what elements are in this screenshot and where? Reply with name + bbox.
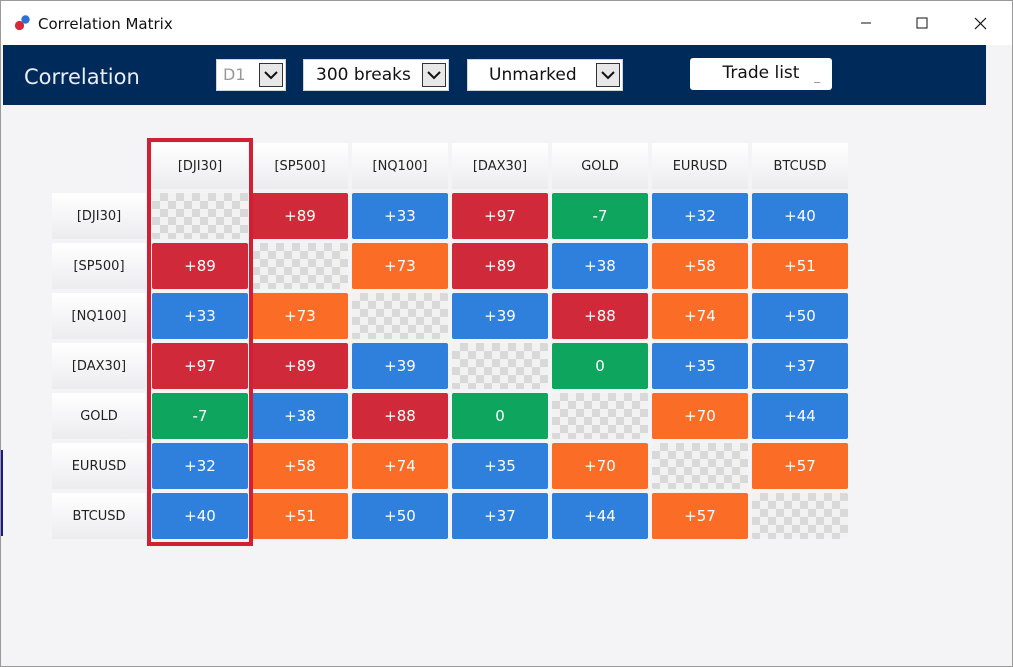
correlation-cell[interactable]: +38 <box>552 243 648 289</box>
column-header-nq100[interactable]: [NQ100] <box>352 143 448 189</box>
row-header-btcusd[interactable]: BTCUSD <box>52 493 146 539</box>
correlation-cell[interactable]: +73 <box>252 293 348 339</box>
breaks-value: 300 breaks <box>316 65 411 85</box>
close-icon <box>974 17 986 29</box>
correlation-cell[interactable]: +89 <box>252 343 348 389</box>
correlation-cell[interactable]: +50 <box>752 293 848 339</box>
row-header-eurusd[interactable]: EURUSD <box>52 443 146 489</box>
correlation-cell[interactable]: +44 <box>752 393 848 439</box>
window-title: Correlation Matrix <box>38 15 173 33</box>
diagonal-cell <box>752 493 848 539</box>
title-bar: Correlation Matrix <box>1 1 1012 45</box>
correlation-cell[interactable]: +35 <box>652 343 748 389</box>
correlation-cell[interactable]: +74 <box>352 443 448 489</box>
correlation-cell[interactable]: +58 <box>252 443 348 489</box>
diagonal-cell <box>652 443 748 489</box>
correlation-cell[interactable]: +89 <box>252 193 348 239</box>
correlation-cell[interactable]: +73 <box>352 243 448 289</box>
correlation-cell[interactable]: +51 <box>252 493 348 539</box>
column-header-dax30[interactable]: [DAX30] <box>452 143 548 189</box>
row-header-dji30[interactable]: [DJI30] <box>52 193 146 239</box>
maximize-button[interactable] <box>899 1 945 45</box>
correlation-cell[interactable]: +89 <box>152 243 248 289</box>
correlation-cell[interactable]: +33 <box>352 193 448 239</box>
correlation-cell[interactable]: +37 <box>752 343 848 389</box>
correlation-cell[interactable]: +40 <box>152 493 248 539</box>
correlation-cell[interactable]: 0 <box>552 343 648 389</box>
correlation-cell[interactable]: +89 <box>452 243 548 289</box>
correlation-cell[interactable]: +33 <box>152 293 248 339</box>
minimize-icon <box>861 22 871 24</box>
timeframe-value: D1 <box>223 65 246 84</box>
correlation-cell[interactable]: +50 <box>352 493 448 539</box>
correlation-cell[interactable]: +58 <box>652 243 748 289</box>
row-header-gold[interactable]: GOLD <box>52 393 146 439</box>
diagonal-cell <box>352 293 448 339</box>
correlation-cell[interactable]: +97 <box>452 193 548 239</box>
correlation-cell[interactable]: +70 <box>652 393 748 439</box>
column-header-btcusd[interactable]: BTCUSD <box>752 143 848 189</box>
timeframe-select[interactable]: D1 <box>216 59 286 91</box>
toolbar: Correlation D1 300 breaks Unmarked Trade… <box>3 45 986 105</box>
correlation-cell[interactable]: +39 <box>352 343 448 389</box>
diagonal-cell <box>552 393 648 439</box>
marking-select[interactable]: Unmarked <box>467 59 623 91</box>
chevron-down-icon[interactable] <box>422 63 446 87</box>
column-header-gold[interactable]: GOLD <box>552 143 648 189</box>
correlation-cell[interactable]: 0 <box>452 393 548 439</box>
minimize-button[interactable] <box>843 1 889 45</box>
correlation-cell[interactable]: +57 <box>752 443 848 489</box>
trade-list-button[interactable]: Trade list <box>690 58 832 90</box>
correlation-cell[interactable]: +44 <box>552 493 648 539</box>
correlation-cell[interactable]: -7 <box>152 393 248 439</box>
column-header-eurusd[interactable]: EURUSD <box>652 143 748 189</box>
correlation-cell[interactable]: +57 <box>652 493 748 539</box>
diagonal-cell <box>152 193 248 239</box>
diagonal-cell <box>252 243 348 289</box>
row-header-nq100[interactable]: [NQ100] <box>52 293 146 339</box>
row-header-dax30[interactable]: [DAX30] <box>52 343 146 389</box>
correlation-cell[interactable]: +37 <box>452 493 548 539</box>
trade-list-label: Trade list <box>722 63 800 83</box>
correlation-cell[interactable]: +88 <box>552 293 648 339</box>
app-logo-icon <box>13 13 33 33</box>
close-button[interactable] <box>957 1 1003 45</box>
correlation-cell[interactable]: +51 <box>752 243 848 289</box>
maximize-icon <box>916 17 928 29</box>
correlation-cell[interactable]: +40 <box>752 193 848 239</box>
correlation-cell[interactable]: +35 <box>452 443 548 489</box>
correlation-cell[interactable]: +32 <box>652 193 748 239</box>
button-mark <box>814 82 820 83</box>
marking-value: Unmarked <box>489 65 577 85</box>
correlation-cell[interactable]: +88 <box>352 393 448 439</box>
correlation-cell[interactable]: +74 <box>652 293 748 339</box>
toolbar-title: Correlation <box>24 65 140 89</box>
correlation-cell[interactable]: -7 <box>552 193 648 239</box>
chevron-down-icon[interactable] <box>596 63 620 87</box>
breaks-select[interactable]: 300 breaks <box>303 59 449 91</box>
correlation-cell[interactable]: +97 <box>152 343 248 389</box>
correlation-cell[interactable]: +39 <box>452 293 548 339</box>
correlation-cell[interactable]: +38 <box>252 393 348 439</box>
correlation-cell[interactable]: +70 <box>552 443 648 489</box>
chevron-down-icon[interactable] <box>259 63 283 87</box>
window-edge-accent <box>1 450 3 536</box>
diagonal-cell <box>452 343 548 389</box>
correlation-cell[interactable]: +32 <box>152 443 248 489</box>
row-header-sp500[interactable]: [SP500] <box>52 243 146 289</box>
column-header-dji30[interactable]: [DJI30] <box>152 143 248 189</box>
column-header-sp500[interactable]: [SP500] <box>252 143 348 189</box>
